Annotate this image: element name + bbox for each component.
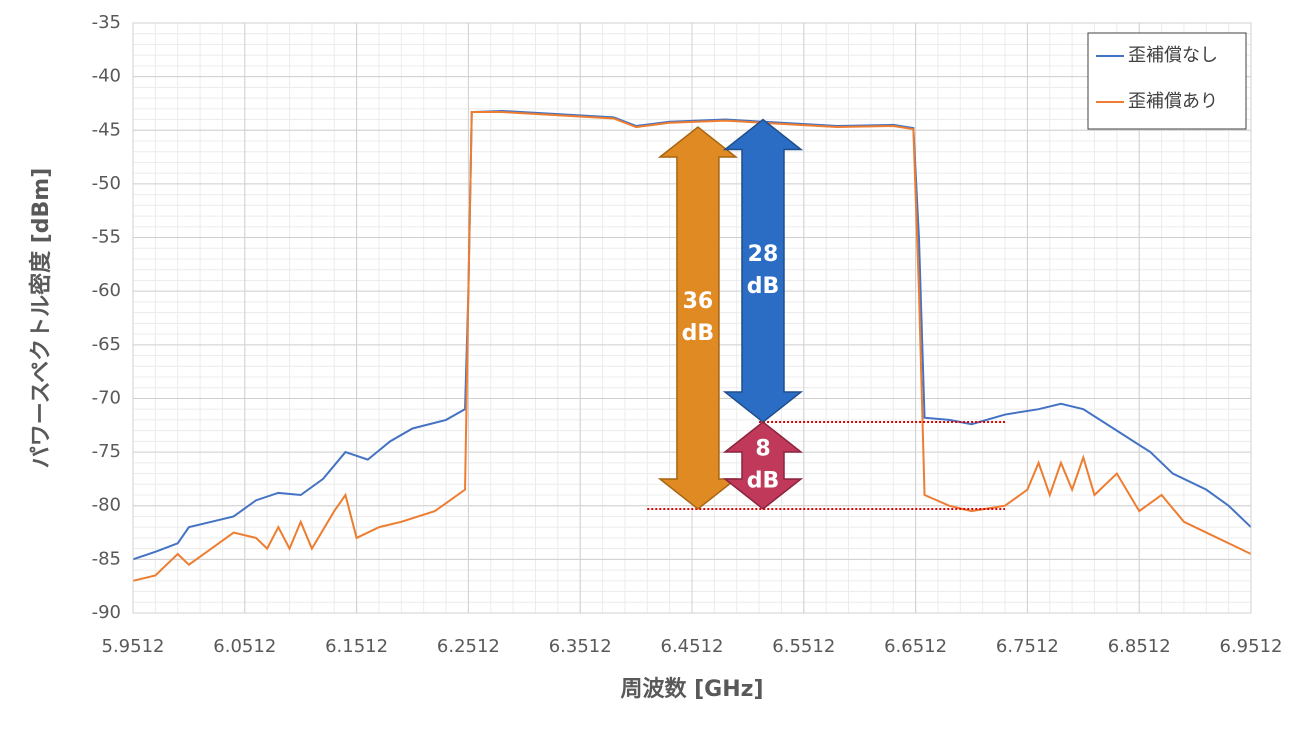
y-tick-label: -35 [92,12,121,33]
double-arrow [657,126,739,510]
arrow-label: dB [747,469,780,494]
series-line [132,109,1252,561]
x-tick-label: 6.9512 [1220,636,1283,657]
y-tick-label: -50 [92,173,121,194]
y-tick-label: -70 [92,387,121,408]
x-axis-title: 周波数 [GHz] [620,676,763,702]
legend-label: 歪補償なし [1128,45,1218,66]
x-tick-label: 6.5512 [772,636,835,657]
arrow-label: dB [747,274,780,299]
y-tick-label: -75 [92,441,121,462]
legend-box [1087,32,1247,130]
x-tick-label: 6.1512 [325,636,388,657]
x-tick-label: 6.6512 [884,636,947,657]
arrow-label: 36 [683,289,714,314]
legend-label: 歪補償あり [1128,91,1218,112]
x-tick-label: 6.4512 [661,636,724,657]
y-tick-label: -60 [92,280,121,301]
series-line [132,111,1252,582]
double-arrow [722,421,804,510]
y-tick-label: -80 [92,495,121,516]
plot-border [132,22,1252,614]
arrow-label: dB [682,321,715,346]
y-tick-label: -85 [92,548,121,569]
y-axis-title: パワースペクトル密度 [dBm] [28,168,54,469]
x-tick-label: 6.7512 [996,636,1059,657]
y-tick-label: -65 [92,334,121,355]
x-tick-label: 6.0512 [213,636,276,657]
arrow-label: 28 [748,242,779,267]
arrow-label: 8 [755,437,770,462]
y-tick-label: -40 [92,66,121,87]
y-tick-label: -45 [92,119,121,140]
x-tick-label: 6.8512 [1108,636,1171,657]
y-tick-label: -55 [92,227,121,248]
x-tick-label: 6.3512 [549,636,612,657]
y-tick-label: -90 [92,602,121,623]
x-tick-label: 6.2512 [437,636,500,657]
x-tick-label: 5.9512 [102,636,165,657]
